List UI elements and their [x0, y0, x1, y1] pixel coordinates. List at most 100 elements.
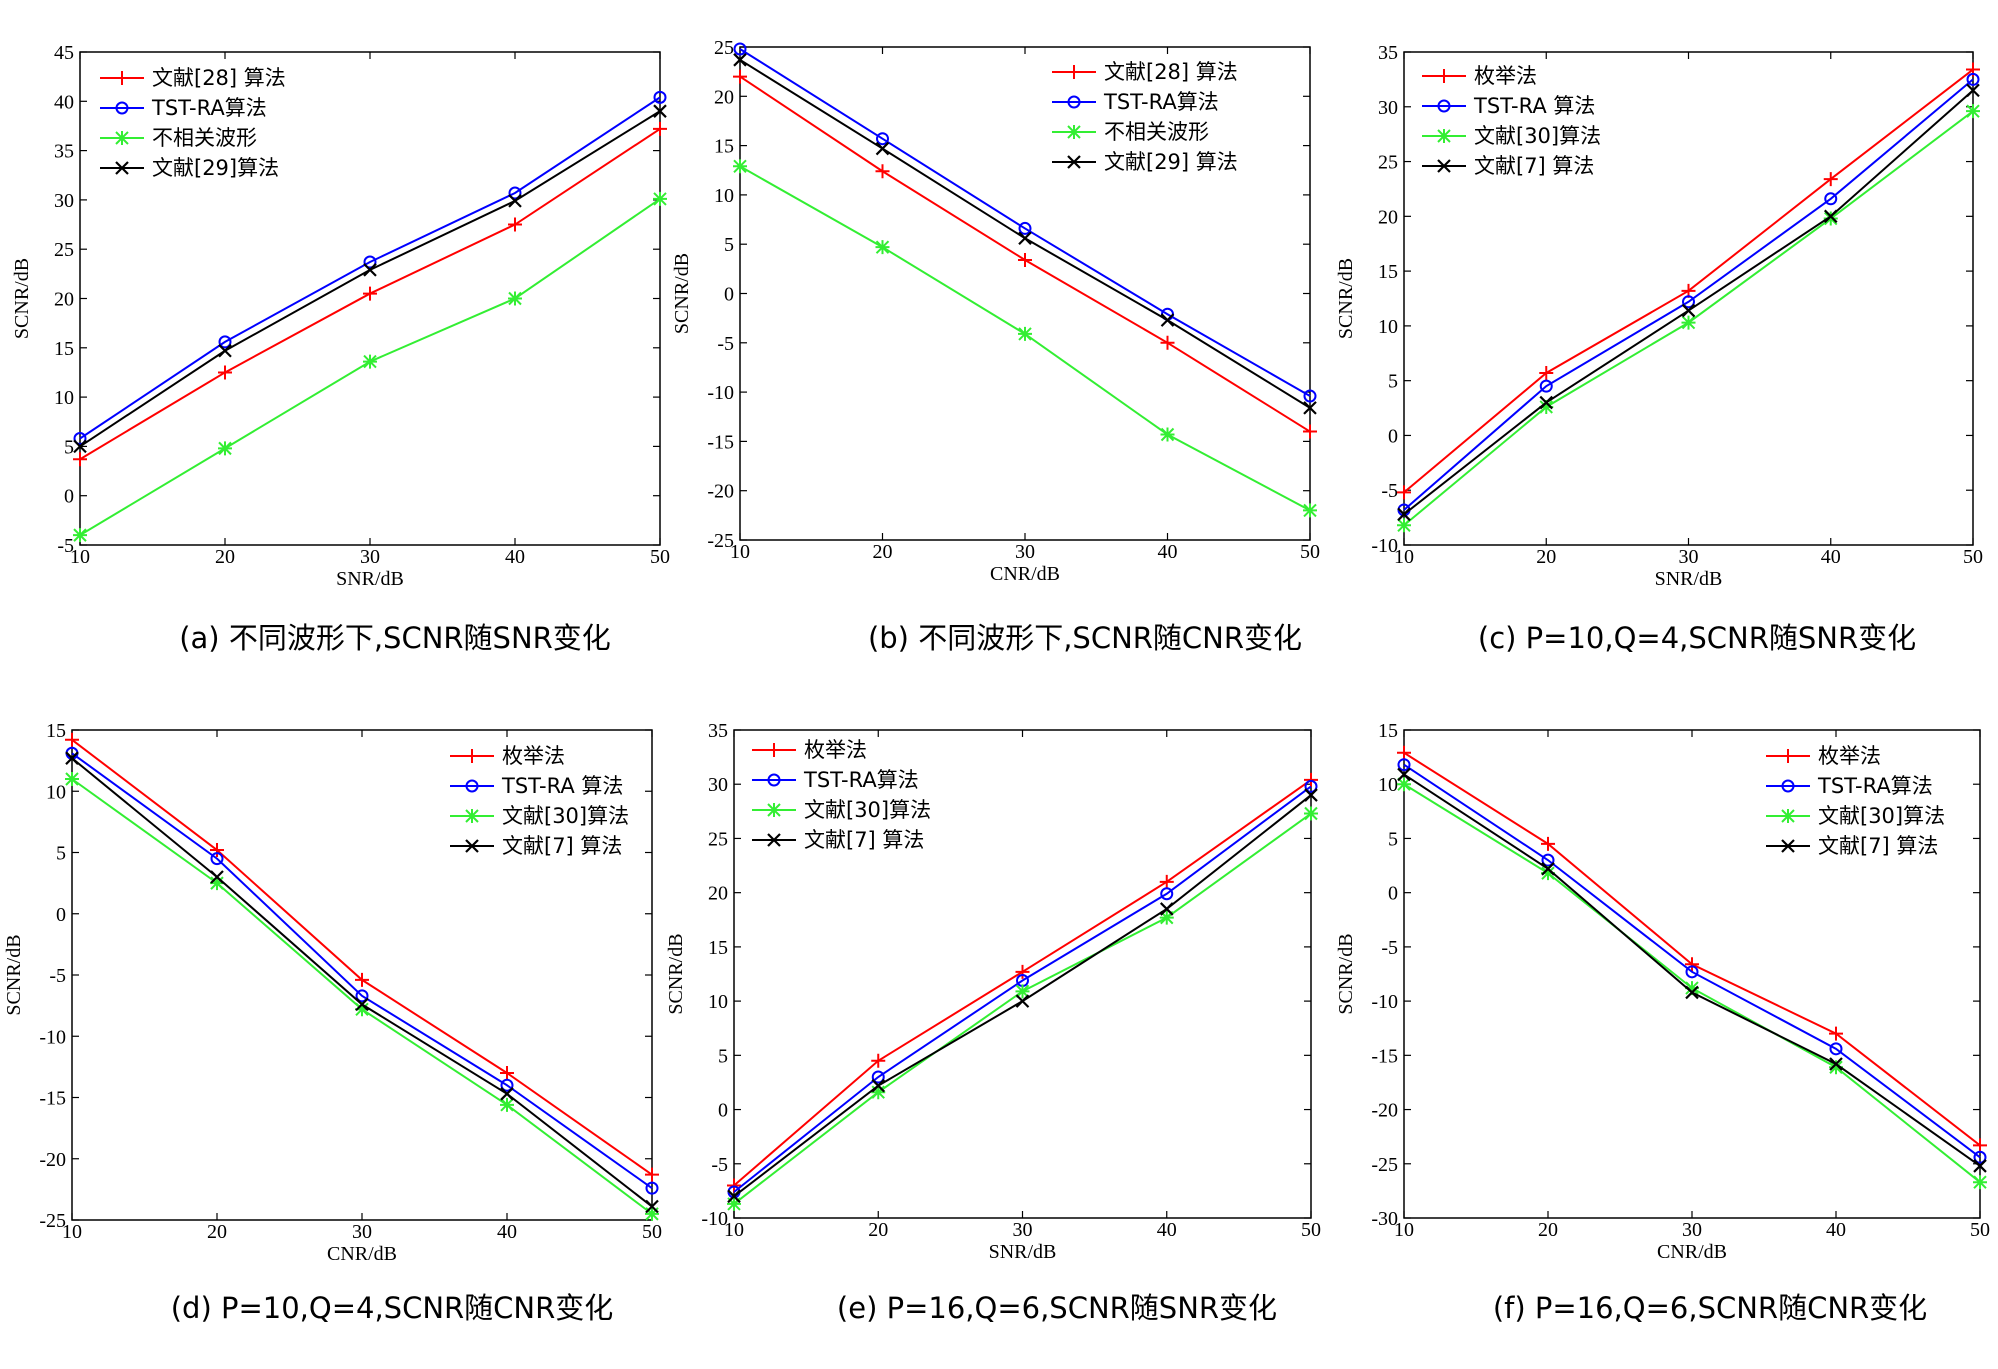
data-point [1973, 1138, 1987, 1153]
y-tick-label: 0 [64, 486, 74, 508]
legend-entry: 枚举法 [804, 738, 867, 762]
legend-entry: TST-RA算法 [1817, 774, 1933, 798]
y-tick-label: -20 [39, 1149, 66, 1171]
data-point [500, 1078, 514, 1092]
y-tick-label: 20 [708, 883, 728, 905]
series-4 [1397, 83, 1980, 522]
data-point [1685, 985, 1699, 1000]
data-point [653, 104, 667, 118]
x-tick-label: 40 [497, 1221, 517, 1243]
legend-marker [1781, 749, 1795, 763]
x-tick-label: 20 [1538, 1219, 1558, 1241]
x-tick-label: 20 [207, 1221, 227, 1243]
x-axis-label: SNR/dB [1655, 568, 1723, 590]
y-tick-label: 0 [56, 904, 66, 926]
data-point [1539, 399, 1554, 414]
data-point [1397, 777, 1411, 792]
series-line [71, 752, 653, 1189]
legend-marker [465, 809, 479, 823]
data-point [1018, 326, 1032, 341]
data-point [1159, 874, 1174, 889]
series-1 [1397, 745, 1987, 1153]
data-point [210, 870, 224, 884]
legend-marker [1437, 129, 1451, 143]
chart-2: 10 20 30 40 50 -25 -20 -15 -10 -5 0 5 10 15 20 25 CNR/dB… [671, 37, 1320, 655]
data-point [1397, 485, 1411, 500]
legend-marker [115, 101, 129, 115]
data-point [1829, 1042, 1843, 1056]
data-point [1159, 902, 1174, 916]
series-4 [727, 788, 1318, 1204]
y-tick-label: -10 [39, 1026, 66, 1048]
data-point [645, 1206, 659, 1221]
data-point [1304, 772, 1318, 787]
y-axis-label: SCNR/dB [11, 258, 33, 339]
data-point [1397, 518, 1411, 533]
x-tick-label: 40 [1826, 1219, 1846, 1241]
legend-entry: 文献[30]算法 [804, 798, 931, 822]
series-1 [727, 772, 1318, 1193]
data-point [871, 1053, 886, 1068]
x-tick-label: 20 [868, 1219, 888, 1241]
data-point [1303, 401, 1317, 415]
chart-caption: (c) P=10,Q=4,SCNR随SNR变化 [1478, 621, 1916, 655]
y-tick-label: 0 [724, 284, 734, 306]
y-tick-label: 10 [1378, 774, 1398, 796]
data-point [645, 1167, 659, 1182]
series-4 [73, 104, 667, 454]
y-tick-label: 25 [54, 239, 74, 261]
x-tick-label: 30 [352, 1221, 372, 1243]
data-point [1966, 83, 1980, 98]
y-tick-label: -15 [39, 1088, 66, 1110]
y-tick-label: -25 [707, 530, 734, 552]
legend-marker [115, 131, 129, 145]
legend-entry: 文献[7] 算法 [804, 828, 924, 852]
y-tick-label: -10 [707, 382, 734, 404]
legend-entry: 文献[7] 算法 [1474, 154, 1594, 178]
y-tick-label: 15 [54, 338, 74, 360]
x-tick-label: 50 [1970, 1219, 1990, 1241]
legend-marker [767, 803, 781, 817]
y-tick-label: 45 [54, 42, 74, 64]
x-tick-label: 50 [650, 546, 670, 568]
legend-marker [1067, 155, 1081, 169]
series-3 [727, 806, 1318, 1211]
chart-5: 10 20 30 40 50 -10 -5 0 5 10 15 20 25 30 35 SNR/dB SCNR/… [665, 720, 1321, 1325]
data-point [1160, 335, 1175, 350]
data-point [1018, 231, 1032, 246]
series-3 [73, 191, 667, 543]
data-point [508, 291, 522, 306]
data-point [727, 1178, 741, 1193]
x-tick-label: 30 [1679, 546, 1699, 568]
legend-marker [1437, 99, 1451, 113]
x-tick-label: 30 [1015, 541, 1035, 563]
x-tick-label: 40 [505, 546, 525, 568]
x-tick-label: 10 [730, 541, 750, 563]
legend-marker [465, 779, 479, 793]
series-line [733, 785, 1312, 1193]
legend-entry: TST-RA 算法 [501, 774, 623, 798]
x-axis-label: SNR/dB [336, 568, 404, 590]
x-tick-label: 30 [1013, 1219, 1033, 1241]
y-tick-label: -5 [717, 333, 734, 355]
x-axis-label: CNR/dB [990, 563, 1060, 585]
legend-entry: 文献[30]算法 [502, 804, 629, 828]
legend-entry: 枚举法 [1818, 744, 1881, 768]
data-point [1304, 788, 1318, 802]
data-point [363, 255, 377, 269]
series-3 [1397, 104, 1980, 533]
legend-marker [767, 743, 781, 757]
y-tick-label: 15 [1378, 261, 1398, 283]
x-tick-label: 10 [1394, 546, 1414, 568]
data-point [355, 1002, 369, 1017]
y-tick-label: 30 [708, 774, 728, 796]
legend-marker [1781, 839, 1795, 853]
y-tick-label: 25 [714, 37, 734, 59]
series-line [1403, 763, 1981, 1159]
legend-marker [1067, 95, 1081, 109]
data-point [727, 1189, 741, 1204]
y-tick-label: -30 [1371, 1208, 1398, 1230]
data-point [876, 132, 889, 146]
